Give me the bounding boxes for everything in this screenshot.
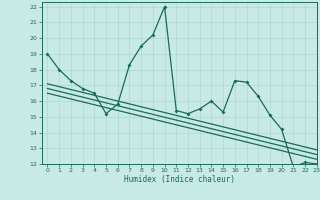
- X-axis label: Humidex (Indice chaleur): Humidex (Indice chaleur): [124, 175, 235, 184]
